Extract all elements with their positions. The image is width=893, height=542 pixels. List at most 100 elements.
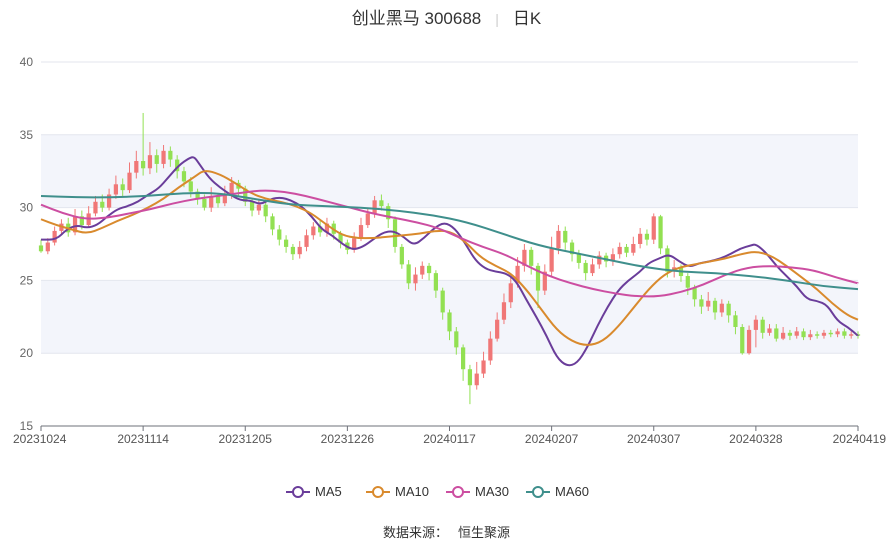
candle-body bbox=[712, 300, 718, 313]
candle-body bbox=[52, 230, 57, 243]
candle-body bbox=[590, 264, 595, 274]
ma-line-ma30 bbox=[40, 189, 859, 298]
candle-body bbox=[141, 161, 146, 169]
candle-body bbox=[311, 226, 316, 236]
y-tick-label: 30 bbox=[20, 201, 34, 215]
candle-body bbox=[808, 334, 813, 338]
candle-body bbox=[433, 273, 438, 291]
x-tick-label: 20231205 bbox=[219, 432, 273, 446]
candle-body bbox=[93, 201, 98, 214]
moving-averages bbox=[40, 156, 859, 367]
candle-body bbox=[283, 239, 289, 247]
candle-body bbox=[753, 319, 758, 330]
candle-body bbox=[263, 204, 268, 217]
x-tick-label: 20240307 bbox=[627, 432, 681, 446]
candle-body bbox=[406, 264, 411, 284]
candle-body bbox=[290, 246, 296, 255]
candle-body bbox=[79, 216, 84, 226]
x-tick-label: 20240207 bbox=[525, 432, 579, 446]
candle-body bbox=[651, 216, 656, 240]
candle-body bbox=[188, 181, 193, 192]
y-tick-label: 35 bbox=[20, 128, 34, 142]
candle-body bbox=[665, 248, 670, 272]
candle-body bbox=[733, 315, 738, 327]
candle-body bbox=[617, 246, 622, 255]
candle-body bbox=[447, 312, 452, 332]
candle-body bbox=[787, 332, 793, 336]
candle-body bbox=[318, 226, 323, 233]
title-separator: | bbox=[495, 11, 499, 27]
candle-body bbox=[106, 194, 112, 208]
candle-body bbox=[277, 229, 282, 240]
candle-body bbox=[569, 242, 575, 255]
candle-body bbox=[535, 265, 541, 291]
candle-body bbox=[774, 328, 779, 339]
y-tick-label: 15 bbox=[20, 419, 34, 433]
candle-body bbox=[243, 188, 248, 202]
candle-body bbox=[542, 271, 547, 291]
candle-body bbox=[610, 254, 616, 262]
candle-body bbox=[161, 150, 166, 164]
candle-body bbox=[495, 319, 500, 339]
candle-body bbox=[556, 230, 561, 249]
candle-body bbox=[386, 206, 391, 220]
candle-body bbox=[154, 155, 159, 164]
ma-line-ma5 bbox=[41, 156, 859, 367]
candle-body bbox=[195, 191, 200, 199]
candle-body bbox=[45, 242, 50, 252]
candle-body bbox=[202, 198, 207, 208]
data-source: 数据来源： 恒生聚源 bbox=[0, 522, 893, 541]
candle-body bbox=[597, 255, 602, 265]
candle-body bbox=[175, 159, 180, 172]
candle-body bbox=[685, 276, 690, 288]
chart-title: 创业黑马 300688 | 日K bbox=[0, 4, 893, 29]
candle-body bbox=[413, 274, 418, 284]
legend-item-ma30[interactable]: MA30 bbox=[446, 484, 509, 499]
candle-body bbox=[767, 328, 772, 333]
x-tick-label: 20231114 bbox=[117, 432, 169, 446]
candle-body bbox=[644, 233, 650, 240]
candle-body bbox=[780, 332, 786, 339]
candle-body bbox=[583, 262, 588, 274]
candle-body bbox=[821, 332, 827, 336]
candle-body bbox=[229, 182, 234, 195]
legend-item-ma5[interactable]: MA5 bbox=[286, 484, 342, 499]
legend-label: MA10 bbox=[395, 484, 429, 499]
legend: MA5 MA10 MA30 MA60 bbox=[286, 484, 589, 499]
candle-body bbox=[658, 216, 663, 249]
legend-label: MA30 bbox=[475, 484, 509, 499]
candle-body bbox=[726, 303, 731, 316]
x-tick-label: 20240328 bbox=[729, 432, 783, 446]
candle-body bbox=[399, 246, 404, 265]
candle-body bbox=[515, 265, 520, 284]
legend-marker bbox=[292, 486, 304, 498]
candle-body bbox=[631, 244, 636, 253]
candle-body bbox=[740, 326, 745, 354]
legend-label: MA5 bbox=[315, 484, 342, 499]
candle-body bbox=[440, 290, 445, 313]
candle-body bbox=[706, 300, 711, 307]
candle-body bbox=[358, 225, 364, 239]
plot-band-5 bbox=[41, 353, 858, 426]
y-axis: 15 20 25 30 35 40 bbox=[20, 55, 34, 433]
legend-label: MA60 bbox=[555, 484, 589, 499]
candle-body bbox=[508, 283, 513, 303]
candle-body bbox=[113, 184, 119, 195]
candle-body bbox=[801, 331, 806, 338]
candle-body bbox=[501, 302, 507, 320]
candle-body bbox=[352, 238, 357, 250]
candle-body bbox=[474, 373, 479, 386]
source-label: 数据来源： bbox=[382, 525, 448, 540]
legend-marker bbox=[452, 486, 464, 498]
candle-body bbox=[372, 200, 377, 214]
legend-item-ma10[interactable]: MA10 bbox=[366, 484, 429, 499]
legend-item-ma60[interactable]: MA60 bbox=[526, 484, 589, 499]
candle-body bbox=[549, 248, 554, 272]
ma-line-ma60 bbox=[40, 192, 859, 291]
candle-body bbox=[147, 155, 153, 169]
candle-body bbox=[794, 331, 799, 336]
period-label[interactable]: 日K bbox=[512, 9, 542, 28]
candle-body bbox=[488, 338, 493, 361]
candle-body bbox=[297, 246, 302, 255]
